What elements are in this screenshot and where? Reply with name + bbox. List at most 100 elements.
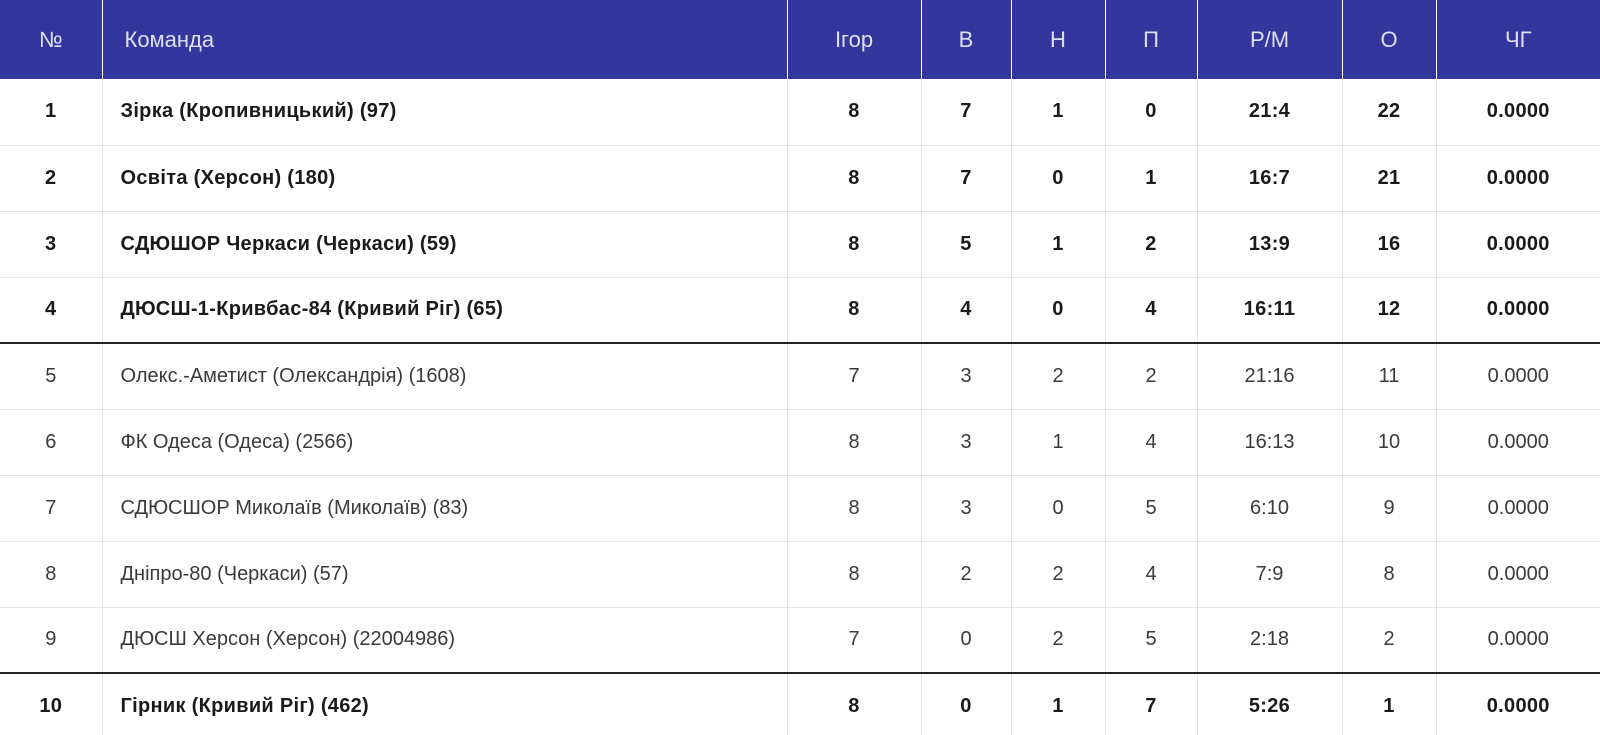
cell-games: 7 xyxy=(786,607,921,674)
table-row: 3 СДЮШОР Черкаси (Черкаси) (59) 8 5 1 2 … xyxy=(0,211,1600,278)
cell-losses: 7 xyxy=(1104,673,1197,735)
cell-num: 7 xyxy=(0,475,102,542)
table-row: 10 Гірник (Кривий Ріг) (462) 8 0 1 7 5:2… xyxy=(0,673,1600,735)
cell-goals: 5:26 xyxy=(1196,673,1342,735)
cell-num: 9 xyxy=(0,607,102,674)
cell-draws: 0 xyxy=(1010,145,1105,212)
cell-team[interactable]: Дніпро-80 (Черкаси) (57) xyxy=(101,541,787,608)
cell-wins: 0 xyxy=(920,673,1011,735)
cell-points: 1 xyxy=(1341,673,1436,735)
cell-draws: 2 xyxy=(1010,607,1105,674)
header-games[interactable]: Ігор xyxy=(786,0,921,79)
cell-team[interactable]: ДЮСШ-1-Кривбас-84 (Кривий Ріг) (65) xyxy=(101,277,787,344)
cell-goals: 21:16 xyxy=(1196,343,1342,410)
cell-team[interactable]: СДЮШОР Черкаси (Черкаси) (59) xyxy=(101,211,787,278)
cell-games: 8 xyxy=(786,475,921,542)
cell-games: 8 xyxy=(786,211,921,278)
header-num[interactable]: № xyxy=(0,0,102,79)
header-losses[interactable]: П xyxy=(1104,0,1197,79)
cell-wins: 5 xyxy=(920,211,1011,278)
cell-draws: 0 xyxy=(1010,475,1105,542)
cell-points: 8 xyxy=(1341,541,1436,608)
cell-games: 8 xyxy=(786,541,921,608)
cell-wins: 3 xyxy=(920,343,1011,410)
cell-team[interactable]: СДЮСШОР Миколаїв (Миколаїв) (83) xyxy=(101,475,787,542)
cell-wins: 2 xyxy=(920,541,1011,608)
cell-num: 2 xyxy=(0,145,102,212)
table-row: 6 ФК Одеса (Одеса) (2566) 8 3 1 4 16:13 … xyxy=(0,409,1600,476)
cell-draws: 1 xyxy=(1010,409,1105,476)
cell-goals: 13:9 xyxy=(1196,211,1342,278)
cell-losses: 2 xyxy=(1104,343,1197,410)
cell-team[interactable]: Олекс.-Аметист (Олександрія) (1608) xyxy=(101,343,787,410)
cell-num: 8 xyxy=(0,541,102,608)
cell-points: 11 xyxy=(1341,343,1436,410)
cell-draws: 1 xyxy=(1010,673,1105,735)
cell-losses: 4 xyxy=(1104,409,1197,476)
header-goals[interactable]: Р/М xyxy=(1196,0,1342,79)
cell-games: 8 xyxy=(786,673,921,735)
cell-goals: 16:11 xyxy=(1196,277,1342,344)
cell-points: 2 xyxy=(1341,607,1436,674)
cell-wins: 7 xyxy=(920,79,1011,146)
cell-team[interactable]: Гірник (Кривий Ріг) (462) xyxy=(101,673,787,735)
cell-games: 7 xyxy=(786,343,921,410)
cell-games: 8 xyxy=(786,277,921,344)
cell-draws: 2 xyxy=(1010,343,1105,410)
cell-losses: 4 xyxy=(1104,541,1197,608)
cell-team[interactable]: ДЮСШ Херсон (Херсон) (22004986) xyxy=(101,607,787,674)
cell-chg: 0.0000 xyxy=(1435,607,1600,674)
table-row: 7 СДЮСШОР Миколаїв (Миколаїв) (83) 8 3 0… xyxy=(0,475,1600,542)
cell-losses: 2 xyxy=(1104,211,1197,278)
cell-num: 3 xyxy=(0,211,102,278)
cell-losses: 1 xyxy=(1104,145,1197,212)
cell-goals: 6:10 xyxy=(1196,475,1342,542)
cell-goals: 16:13 xyxy=(1196,409,1342,476)
cell-losses: 4 xyxy=(1104,277,1197,344)
cell-games: 8 xyxy=(786,409,921,476)
cell-goals: 21:4 xyxy=(1196,79,1342,146)
cell-points: 9 xyxy=(1341,475,1436,542)
cell-losses: 5 xyxy=(1104,475,1197,542)
cell-chg: 0.0000 xyxy=(1435,541,1600,608)
cell-chg: 0.0000 xyxy=(1435,409,1600,476)
header-team[interactable]: Команда xyxy=(101,0,787,79)
cell-team[interactable]: Освіта (Херсон) (180) xyxy=(101,145,787,212)
table-row: 5 Олекс.-Аметист (Олександрія) (1608) 7 … xyxy=(0,343,1600,410)
cell-losses: 5 xyxy=(1104,607,1197,674)
cell-num: 6 xyxy=(0,409,102,476)
header-wins[interactable]: В xyxy=(920,0,1011,79)
table-row: 8 Дніпро-80 (Черкаси) (57) 8 2 2 4 7:9 8… xyxy=(0,541,1600,608)
header-row: № Команда Ігор В Н П Р/М О ЧГ xyxy=(0,0,1600,79)
table-body: 1 Зірка (Кропивницький) (97) 8 7 1 0 21:… xyxy=(0,79,1600,735)
cell-chg: 0.0000 xyxy=(1435,211,1600,278)
cell-points: 22 xyxy=(1341,79,1436,146)
cell-points: 12 xyxy=(1341,277,1436,344)
cell-draws: 0 xyxy=(1010,277,1105,344)
cell-chg: 0.0000 xyxy=(1435,145,1600,212)
cell-num: 4 xyxy=(0,277,102,344)
cell-losses: 0 xyxy=(1104,79,1197,146)
cell-games: 8 xyxy=(786,145,921,212)
cell-points: 21 xyxy=(1341,145,1436,212)
header-draws[interactable]: Н xyxy=(1010,0,1105,79)
cell-goals: 2:18 xyxy=(1196,607,1342,674)
cell-num: 1 xyxy=(0,79,102,146)
cell-goals: 7:9 xyxy=(1196,541,1342,608)
cell-points: 16 xyxy=(1341,211,1436,278)
cell-team[interactable]: ФК Одеса (Одеса) (2566) xyxy=(101,409,787,476)
cell-team[interactable]: Зірка (Кропивницький) (97) xyxy=(101,79,787,146)
cell-wins: 0 xyxy=(920,607,1011,674)
table-row: 2 Освіта (Херсон) (180) 8 7 0 1 16:7 21 … xyxy=(0,145,1600,212)
cell-draws: 1 xyxy=(1010,211,1105,278)
header-points[interactable]: О xyxy=(1341,0,1436,79)
cell-games: 8 xyxy=(786,79,921,146)
table-row: 9 ДЮСШ Херсон (Херсон) (22004986) 7 0 2 … xyxy=(0,607,1600,674)
cell-num: 10 xyxy=(0,673,102,735)
cell-goals: 16:7 xyxy=(1196,145,1342,212)
cell-num: 5 xyxy=(0,343,102,410)
cell-chg: 0.0000 xyxy=(1435,673,1600,735)
table-header: № Команда Ігор В Н П Р/М О ЧГ xyxy=(0,0,1600,79)
header-chg[interactable]: ЧГ xyxy=(1435,0,1600,79)
cell-draws: 1 xyxy=(1010,79,1105,146)
